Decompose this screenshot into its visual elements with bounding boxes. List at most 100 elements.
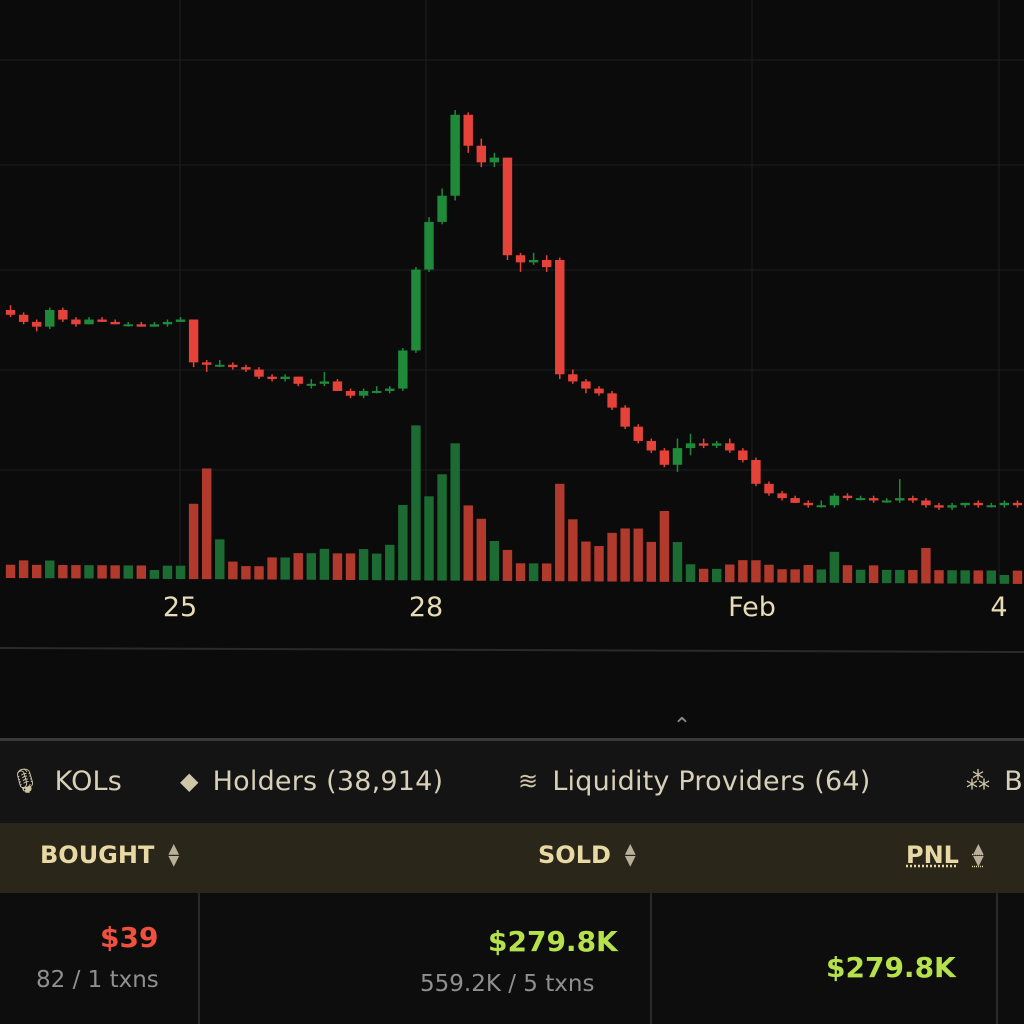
volume-bar [620,528,630,582]
volume-bar [450,443,460,581]
volume-bar [816,569,827,583]
volume-bar [764,564,774,583]
candle-body [398,350,408,389]
volume-bar [149,569,160,579]
volume-bar [162,565,173,579]
volume-bar [895,569,905,584]
candle-body [136,324,147,327]
candle-body [672,448,683,465]
candle-body [581,381,591,389]
volume-bar [84,565,94,579]
volume-bar [5,564,16,578]
candle-body [476,145,487,163]
tab-kols[interactable]: 🎙 KOLs [10,759,122,803]
tab-holders[interactable]: ◆ Holders (38,914) [180,759,443,803]
volume-bar [463,505,473,581]
volume-bar [371,553,382,581]
bubbles-icon: ⁂ [966,767,991,795]
candle-body [31,321,42,327]
volume-bar [175,565,186,579]
candle-body [437,195,447,222]
candle-body [725,443,735,451]
column-header-sold[interactable]: SOLD ▲ ▼ [538,841,636,869]
candle-body [620,407,630,427]
x-tick-label: 4 [990,592,1008,623]
tab-liquidity-providers[interactable]: ≋ Liquidity Providers (64) [518,759,870,803]
candle-body [803,502,813,506]
volume-bar [960,570,970,584]
candle-body [489,157,500,163]
candle-body [228,364,238,368]
candle-body [306,383,317,386]
column-header-pnl[interactable]: PNL ▲ ▼ [906,841,984,869]
candle-body [751,460,761,484]
volume-bar [607,532,617,582]
volume-bar [921,547,931,584]
sort-icon[interactable]: ▲ ▼ [972,841,984,869]
volume-bar [738,560,748,583]
candle-body [149,324,160,327]
candle-body [188,319,199,363]
price-chart[interactable]: 25 28 Feb 4 [0,0,1024,660]
volume-bar [489,540,500,581]
candle-body [921,500,931,506]
bought-txns: 82 / 1 txns [36,967,159,993]
candle-body [84,319,94,325]
volume-bar [947,570,957,584]
candle-body [110,321,120,325]
candle-body [659,450,670,465]
column-header-label: SOLD [538,841,611,869]
volume-bar [123,565,133,579]
table-row[interactable]: $39 82 / 1 txns $279.8K 559.2K / 5 txns … [0,893,1024,1024]
candle-body [162,321,173,325]
volume-bar [711,568,722,583]
candle-body [45,310,55,327]
candle-body [868,498,879,501]
volume-bar [908,570,918,584]
volume-bar [803,564,813,583]
volume-bar [515,563,526,581]
candle-body [646,440,657,451]
candle-body [450,114,460,196]
panel-divider[interactable] [0,738,1024,741]
candle-body [829,495,840,506]
candle-body [568,374,578,382]
volume-bar [267,557,277,580]
candlestick-chart-svg[interactable] [0,0,1024,660]
candle-body [502,157,513,256]
candle-body [790,498,800,503]
x-tick-label: Feb [728,592,776,623]
sort-icon[interactable]: ▲ ▼ [624,841,636,869]
candle-body [607,393,617,408]
candle-body [738,450,748,460]
volume-bar [986,570,997,584]
volume-bar [385,544,395,581]
volume-bar [31,564,42,579]
tab-more[interactable]: ⁂ B [966,759,1023,803]
candle-body [555,260,565,375]
pnl-value: $279.8K [826,951,956,984]
bought-value: $39 [100,921,159,954]
candle-body [385,388,395,391]
candle-body [215,364,225,367]
volume-bar [633,528,643,582]
volume-bar [855,569,866,583]
volume-bar [18,560,29,579]
candle-body [633,426,643,441]
candle-body [463,114,473,146]
candle-body [842,495,853,499]
sort-icon[interactable]: ▲ ▼ [168,841,180,869]
column-header-label: BOUGHT [40,841,155,869]
candle-body [541,260,552,268]
volume-bar [110,565,120,579]
tab-label: B [1004,765,1023,797]
volume-bar [58,565,68,579]
tabs-bar: 🎙 KOLs ◆ Holders (38,914) ≋ Liquidity Pr… [0,741,1024,823]
candle-body [908,498,918,501]
volume-bar [332,553,343,580]
column-header-bought[interactable]: BOUGHT ▲ ▼ [40,841,179,869]
candle-body [881,500,892,503]
candle-body [371,390,382,393]
volume-bar [319,548,330,580]
waves-icon: ≋ [518,767,539,795]
